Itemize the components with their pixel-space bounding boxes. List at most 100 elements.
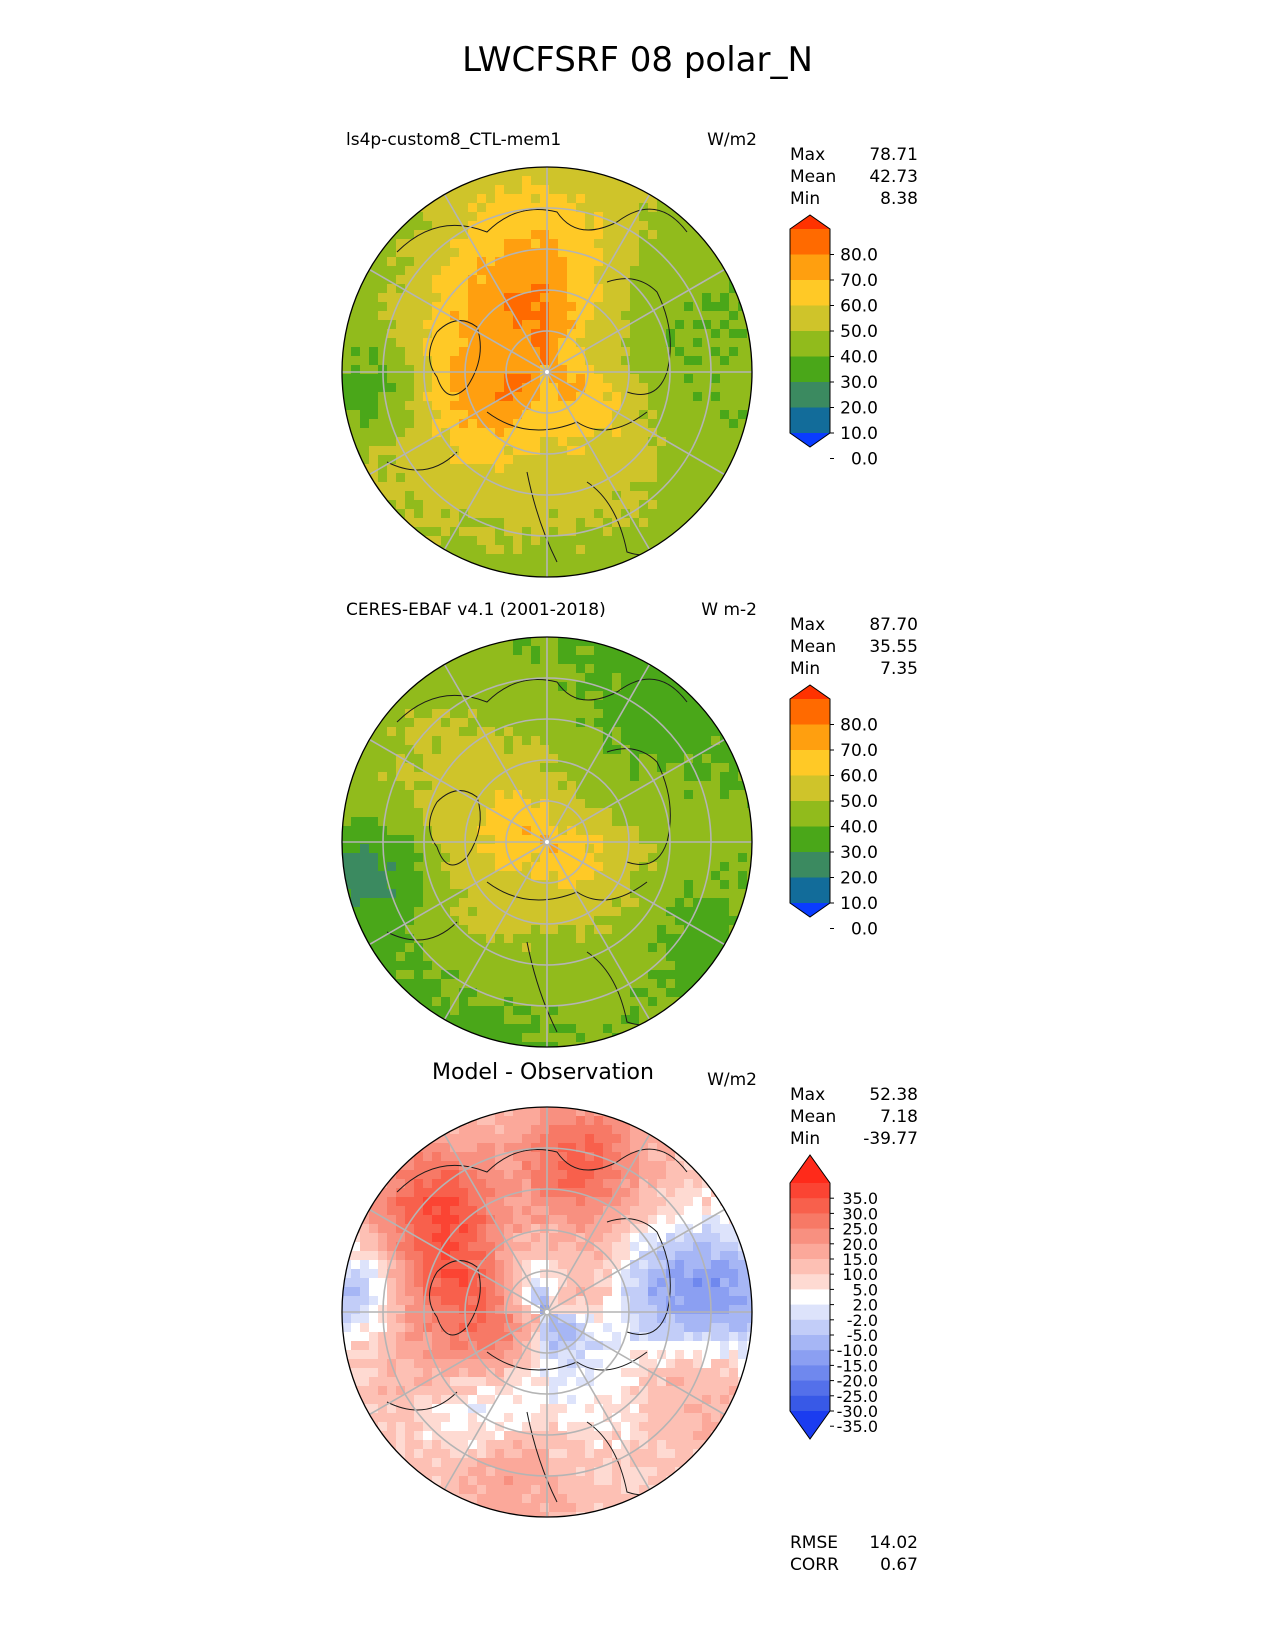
colorbar-band <box>790 407 830 434</box>
colorbar-tick-label: -15.0 <box>837 1356 878 1375</box>
colorbar-tick-label: 40.0 <box>840 818 878 838</box>
stats-block: Max 78.71 Mean 42.73 Min 8.38 <box>790 144 918 210</box>
colorbar-extend-max <box>790 215 830 229</box>
colorbar-extend-max <box>790 1155 830 1183</box>
colorbar-tick-label: 20.0 <box>842 1235 878 1254</box>
colorbar-tick-label: 80.0 <box>840 716 878 736</box>
colorbar-band <box>790 826 830 853</box>
colorbar-band <box>790 1380 830 1397</box>
colorbar-tick-label: 30.0 <box>840 843 878 863</box>
map-field <box>342 637 752 1047</box>
panel-title: Model - Observation <box>432 1060 654 1085</box>
colorbar-band <box>790 1228 830 1245</box>
stat-value: 42.73 <box>869 167 918 187</box>
colorbar-band <box>790 1213 830 1230</box>
colorbar-tick-label: 30.0 <box>842 1204 878 1223</box>
stat-row: CORR 0.67 <box>790 1554 918 1576</box>
colorbar-tick-label: 40.0 <box>840 348 878 368</box>
panel-obs: CERES-EBAF v4.1 (2001-2018) W m-2 Max 87.70… <box>0 600 1275 1070</box>
colorbar-band <box>790 1319 830 1336</box>
map-boundary <box>341 1106 753 1518</box>
graticule <box>342 637 752 1047</box>
map-chart: 35.030.025.020.015.010.05.02.0-2.0-5.0-1… <box>341 1106 878 1518</box>
graticule <box>342 167 752 577</box>
stat-label: Max <box>790 1085 826 1105</box>
graticule <box>342 1107 752 1517</box>
colorbar-tick-label: 60.0 <box>840 297 878 317</box>
colorbar-band <box>790 254 830 281</box>
colorbar-tick-label: 20.0 <box>840 869 878 889</box>
colorbar-tick-label: 50.0 <box>840 322 878 342</box>
colorbar-band <box>790 852 830 878</box>
stat-row: RMSE 14.02 <box>790 1532 918 1554</box>
colorbar-tick-label: 35.0 <box>842 1189 878 1208</box>
stat-row: Mean 7.18 <box>790 1106 918 1128</box>
stats-block: Max 87.70 Mean 35.55 Min 7.35 <box>790 614 918 680</box>
colorbar-band <box>790 1335 830 1351</box>
stat-value: 52.38 <box>869 1085 918 1105</box>
stat-value: -39.77 <box>863 1129 918 1149</box>
stat-value: 78.71 <box>869 145 918 165</box>
colorbar-tick-label: -10.0 <box>837 1341 878 1360</box>
stat-row: Max 78.71 <box>790 144 918 166</box>
map-chart: 80.0 70.0 60.0 50.0 40.0 30.0 20.0 10.0 0.0 <box>341 636 878 1048</box>
colorbar-tick-label: 0.0 <box>851 450 878 470</box>
stat-label: RMSE <box>790 1533 839 1553</box>
colorbar-tick-label: 60.0 <box>840 767 878 787</box>
panel-model: ls4p-custom8_CTL-mem1 W/m2 Max 78.71 Mean 42.… <box>0 130 1275 600</box>
map-chart: 80.0 70.0 60.0 50.0 40.0 30.0 20.0 10.0 0.0 <box>341 166 878 578</box>
colorbar-tick-label: 25.0 <box>842 1220 878 1239</box>
map-field <box>342 1107 752 1517</box>
colorbar-band <box>790 1304 830 1321</box>
colorbar-band <box>790 229 830 255</box>
stat-value: 87.70 <box>869 615 918 635</box>
colorbar-tick-label: 30.0 <box>840 373 878 393</box>
colorbar: 35.030.025.020.015.010.05.02.0-2.0-5.0-1… <box>789 1154 878 1440</box>
colorbar-tick-label: -25.0 <box>837 1387 878 1406</box>
colorbar: 80.0 70.0 60.0 50.0 40.0 30.0 20.0 10.0 0.0 <box>789 684 878 940</box>
colorbar-band <box>790 305 830 332</box>
colorbar-band <box>790 356 830 383</box>
colorbar-band <box>790 1289 830 1306</box>
stat-label: Mean <box>790 637 837 657</box>
colorbar-band <box>790 1198 830 1214</box>
stat-value: 35.55 <box>869 637 918 657</box>
stat-label: Mean <box>790 1107 837 1127</box>
stat-label: Min <box>790 189 821 209</box>
stat-row: Mean 35.55 <box>790 636 918 658</box>
map-boundary <box>341 166 753 578</box>
colorbar-tick-label: 2.0 <box>853 1296 878 1315</box>
stat-row: Max 87.70 <box>790 614 918 636</box>
colorbar-band <box>790 724 830 751</box>
colorbar-band <box>790 775 830 802</box>
colorbar-band <box>790 1395 830 1412</box>
stat-label: CORR <box>790 1555 839 1575</box>
colorbar-tick-label: 70.0 <box>840 271 878 291</box>
units-label: W/m2 <box>707 130 757 150</box>
colorbar-band <box>790 382 830 408</box>
stat-value: 0.67 <box>880 1555 918 1575</box>
colorbar-tick-label: 10.0 <box>842 1265 878 1284</box>
colorbar-band <box>790 1259 830 1275</box>
map-boundary <box>341 636 753 1048</box>
colorbar-band <box>790 280 830 306</box>
colorbar-extend-max <box>790 685 830 699</box>
colorbar-tick-label: 0.0 <box>851 920 878 940</box>
colorbar-tick-label: 5.0 <box>853 1280 878 1299</box>
colorbar-band <box>790 877 830 904</box>
colorbar-tick-label: 15.0 <box>842 1250 878 1269</box>
colorbar-tick-label: 20.0 <box>840 399 878 419</box>
colorbar-band <box>790 750 830 776</box>
stat-label: Mean <box>790 167 837 187</box>
panel-diff: Model - Observation W/m2 Max 52.38 Mean 7.18 M… <box>0 1060 1275 1575</box>
colorbar-tick-label: 10.0 <box>840 424 878 444</box>
figure-title: LWCFSRF 08 polar_N <box>462 40 813 80</box>
colorbar-tick-label: -30.0 <box>837 1402 878 1421</box>
colorbar-band <box>790 1243 830 1260</box>
stat-row: Min 8.38 <box>790 188 918 210</box>
colorbar-tick-label: -5.0 <box>847 1326 878 1345</box>
colorbar-extend-min <box>790 1411 830 1439</box>
colorbar-band <box>790 1274 830 1290</box>
pole-marker <box>545 840 549 844</box>
colorbar-band <box>790 699 830 725</box>
